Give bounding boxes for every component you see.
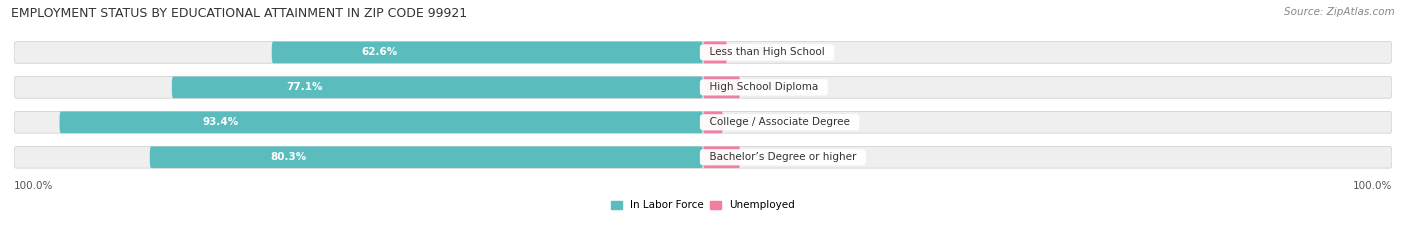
Text: 2.9%: 2.9% <box>737 117 763 127</box>
FancyBboxPatch shape <box>59 112 703 133</box>
Text: 62.6%: 62.6% <box>361 48 398 57</box>
Text: Less than High School: Less than High School <box>703 48 831 57</box>
Text: 100.0%: 100.0% <box>1353 181 1392 191</box>
Text: 77.1%: 77.1% <box>287 82 323 92</box>
FancyBboxPatch shape <box>703 76 740 98</box>
Text: 100.0%: 100.0% <box>14 181 53 191</box>
Text: High School Diploma: High School Diploma <box>703 82 825 92</box>
Text: 5.4%: 5.4% <box>754 152 780 162</box>
FancyBboxPatch shape <box>14 42 1392 63</box>
FancyBboxPatch shape <box>14 76 1392 98</box>
FancyBboxPatch shape <box>172 76 703 98</box>
Legend: In Labor Force, Unemployed: In Labor Force, Unemployed <box>612 200 794 210</box>
Text: 3.5%: 3.5% <box>741 48 768 57</box>
Text: Source: ZipAtlas.com: Source: ZipAtlas.com <box>1284 7 1395 17</box>
FancyBboxPatch shape <box>703 42 727 63</box>
FancyBboxPatch shape <box>14 147 1392 168</box>
FancyBboxPatch shape <box>14 112 1392 133</box>
FancyBboxPatch shape <box>271 42 703 63</box>
Text: 93.4%: 93.4% <box>202 117 239 127</box>
Text: 5.4%: 5.4% <box>754 82 780 92</box>
Text: 80.3%: 80.3% <box>270 152 307 162</box>
Text: College / Associate Degree: College / Associate Degree <box>703 117 856 127</box>
Text: Bachelor’s Degree or higher: Bachelor’s Degree or higher <box>703 152 863 162</box>
FancyBboxPatch shape <box>150 147 703 168</box>
FancyBboxPatch shape <box>703 112 723 133</box>
Text: EMPLOYMENT STATUS BY EDUCATIONAL ATTAINMENT IN ZIP CODE 99921: EMPLOYMENT STATUS BY EDUCATIONAL ATTAINM… <box>11 7 467 20</box>
FancyBboxPatch shape <box>703 147 740 168</box>
